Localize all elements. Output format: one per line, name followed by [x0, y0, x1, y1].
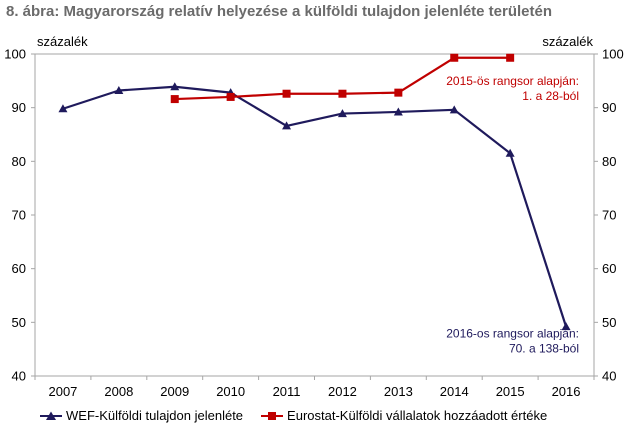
- x-tick-label: 2013: [384, 384, 413, 399]
- annotation-text: 1. a 28-ból: [522, 89, 579, 103]
- x-axis: 2007 2008 2009 2010 2011 2012 2013 2014 2015 2016: [34, 376, 595, 399]
- x-tick-label: 2015: [496, 384, 525, 399]
- y-right-tick-label: 100: [602, 47, 624, 62]
- legend-label-eurostat: Eurostat-Külföldi vállalatok hozzáadott …: [287, 408, 548, 423]
- y-right-tick-label: 90: [602, 100, 616, 115]
- annotation-text: 2015-ös rangsor alapján:: [446, 74, 579, 88]
- y-right-unit-label: százalék: [542, 34, 593, 49]
- data-point-eurostat: [450, 53, 459, 62]
- y-axis-right: 40 50 60 70 80 90 100 százalék: [542, 34, 623, 384]
- legend-item-eurostat: Eurostat-Külföldi vállalatok hozzáadott …: [261, 408, 547, 423]
- y-left-tick-label: 60: [12, 261, 26, 276]
- series-line-wef: [62, 85, 568, 327]
- data-point-wef: [114, 85, 124, 94]
- y-right-tick-label: 70: [602, 208, 616, 223]
- x-tick-label: 2016: [552, 384, 581, 399]
- y-right-tick-label: 60: [602, 261, 616, 276]
- series-lines: [58, 53, 571, 331]
- data-point-eurostat: [338, 89, 347, 98]
- chart-title: 8. ábra: Magyarország relatív helyezése …: [6, 3, 553, 20]
- y-left-tick-label: 90: [12, 100, 26, 115]
- x-tick-label: 2011: [273, 384, 301, 399]
- data-point-eurostat: [170, 95, 179, 104]
- data-point-eurostat: [226, 92, 235, 101]
- y-right-tick-label: 50: [602, 315, 616, 330]
- legend: WEF-Külföldi tulajdon jelenléte Eurostat…: [40, 408, 565, 423]
- y-left-tick-label: 70: [12, 208, 26, 223]
- y-left-unit-label: százalék: [37, 34, 88, 49]
- annotation-text: 2016-os rangsor alapján:: [446, 326, 579, 340]
- data-point-eurostat: [394, 88, 403, 97]
- legend-swatch-eurostat: [261, 411, 284, 420]
- x-tick-label: 2007: [48, 384, 77, 399]
- y-axis-left: 40 50 60 70 80 90 100 százalék: [4, 34, 88, 384]
- y-left-tick-label: 80: [12, 154, 26, 169]
- data-point-eurostat: [282, 89, 291, 98]
- data-point-wef: [561, 322, 571, 331]
- data-point-wef: [505, 148, 515, 157]
- y-left-tick-label: 100: [4, 47, 26, 62]
- y-left-tick-label: 40: [12, 369, 26, 384]
- data-point-eurostat: [506, 53, 515, 62]
- x-tick-label: 2008: [104, 384, 133, 399]
- x-tick-label: 2010: [216, 384, 245, 399]
- x-tick-label: 2012: [328, 384, 357, 399]
- data-point-wef: [282, 121, 292, 130]
- legend-swatch-wef: [40, 411, 62, 420]
- annotation-text: 70. a 138-ból: [509, 341, 579, 355]
- y-right-tick-label: 40: [602, 369, 616, 384]
- y-right-tick-label: 80: [602, 154, 616, 169]
- y-left-tick-label: 50: [12, 315, 26, 330]
- data-point-wef: [170, 82, 180, 91]
- legend-label-wef: WEF-Külföldi tulajdon jelenléte: [66, 408, 244, 423]
- annotations: 2015-ös rangsor alapján:1. a 28-ból 2016-…: [446, 74, 579, 355]
- x-tick-label: 2014: [440, 384, 469, 399]
- legend-item-wef: WEF-Külföldi tulajdon jelenléte: [40, 408, 243, 423]
- data-point-wef: [393, 107, 403, 116]
- data-point-wef: [449, 105, 459, 114]
- x-tick-label: 2009: [160, 384, 189, 399]
- data-point-wef: [58, 104, 68, 113]
- data-point-wef: [337, 109, 347, 118]
